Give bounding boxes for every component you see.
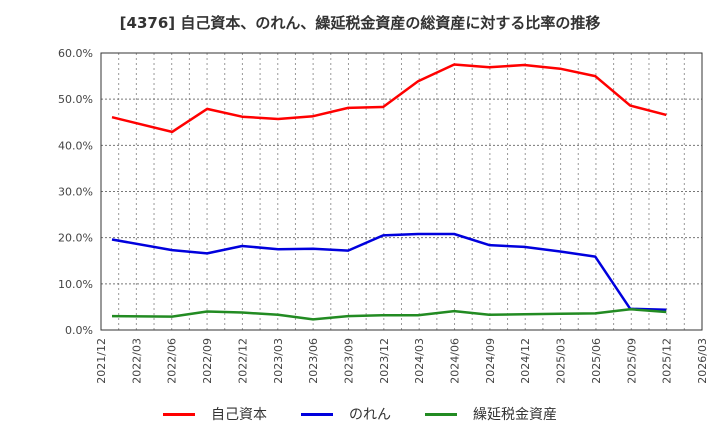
y-tick-label: 50.0% bbox=[58, 93, 93, 106]
x-tick-label: 2023/06 bbox=[307, 338, 320, 384]
legend-item-deferred-tax[interactable]: 繰延税金資産 bbox=[425, 404, 557, 424]
series-line-0 bbox=[111, 63, 667, 134]
x-tick-label: 2024/09 bbox=[484, 338, 497, 384]
x-tick-label: 2022/06 bbox=[166, 338, 179, 384]
x-axis: 2021/12 2022/03 2022/06 2022/09 2022/12 2023/… bbox=[95, 338, 709, 384]
series-line-1 bbox=[111, 232, 667, 311]
y-tick-label: 20.0% bbox=[58, 232, 93, 245]
y-tick-label: 10.0% bbox=[58, 278, 93, 291]
x-tick-label: 2022/09 bbox=[201, 338, 214, 384]
x-tick-label: 2024/03 bbox=[413, 338, 426, 384]
x-tick-label: 2023/12 bbox=[378, 338, 391, 384]
x-tick-label: 2025/12 bbox=[661, 338, 674, 384]
legend-label: 繰延税金資産 bbox=[473, 407, 557, 423]
chart-title: [4376] 自己資本、のれん、繰延税金資産の総資産に対する比率の推移 bbox=[119, 14, 601, 32]
x-tick-label: 2025/06 bbox=[590, 338, 603, 384]
data-series bbox=[111, 63, 667, 321]
legend-label: 自己資本 bbox=[211, 407, 267, 423]
legend-swatch-green bbox=[425, 412, 457, 416]
legend-swatch-blue bbox=[301, 412, 333, 416]
legend-item-equity[interactable]: 自己資本 bbox=[163, 404, 267, 424]
legend: 自己資本 のれん 繰延税金資産 bbox=[0, 404, 720, 424]
x-tick-label: 2023/03 bbox=[272, 338, 285, 384]
x-tick-label: 2024/12 bbox=[519, 338, 532, 384]
x-tick-label: 2022/12 bbox=[236, 338, 249, 384]
y-axis: 0.0% 10.0% 20.0% 30.0% 40.0% 50.0% 60.0% bbox=[58, 47, 93, 337]
y-tick-label: 0.0% bbox=[65, 324, 93, 337]
x-tick-label: 2025/09 bbox=[625, 338, 638, 384]
legend-item-goodwill[interactable]: のれん bbox=[301, 404, 391, 424]
legend-swatch-red bbox=[163, 412, 195, 416]
x-tick-label: 2023/09 bbox=[342, 338, 355, 384]
x-tick-label: 2026/03 bbox=[696, 338, 709, 384]
plot-frame bbox=[100, 52, 703, 331]
x-tick-label: 2022/03 bbox=[130, 338, 143, 384]
x-tick-label: 2024/06 bbox=[449, 338, 462, 384]
x-tick-label: 2025/03 bbox=[555, 338, 568, 384]
x-tick-label: 2021/12 bbox=[95, 338, 108, 384]
y-tick-label: 40.0% bbox=[58, 139, 93, 152]
y-tick-label: 60.0% bbox=[58, 47, 93, 60]
legend-label: のれん bbox=[349, 407, 391, 423]
y-tick-label: 30.0% bbox=[58, 186, 93, 199]
series-line-2 bbox=[111, 307, 667, 321]
